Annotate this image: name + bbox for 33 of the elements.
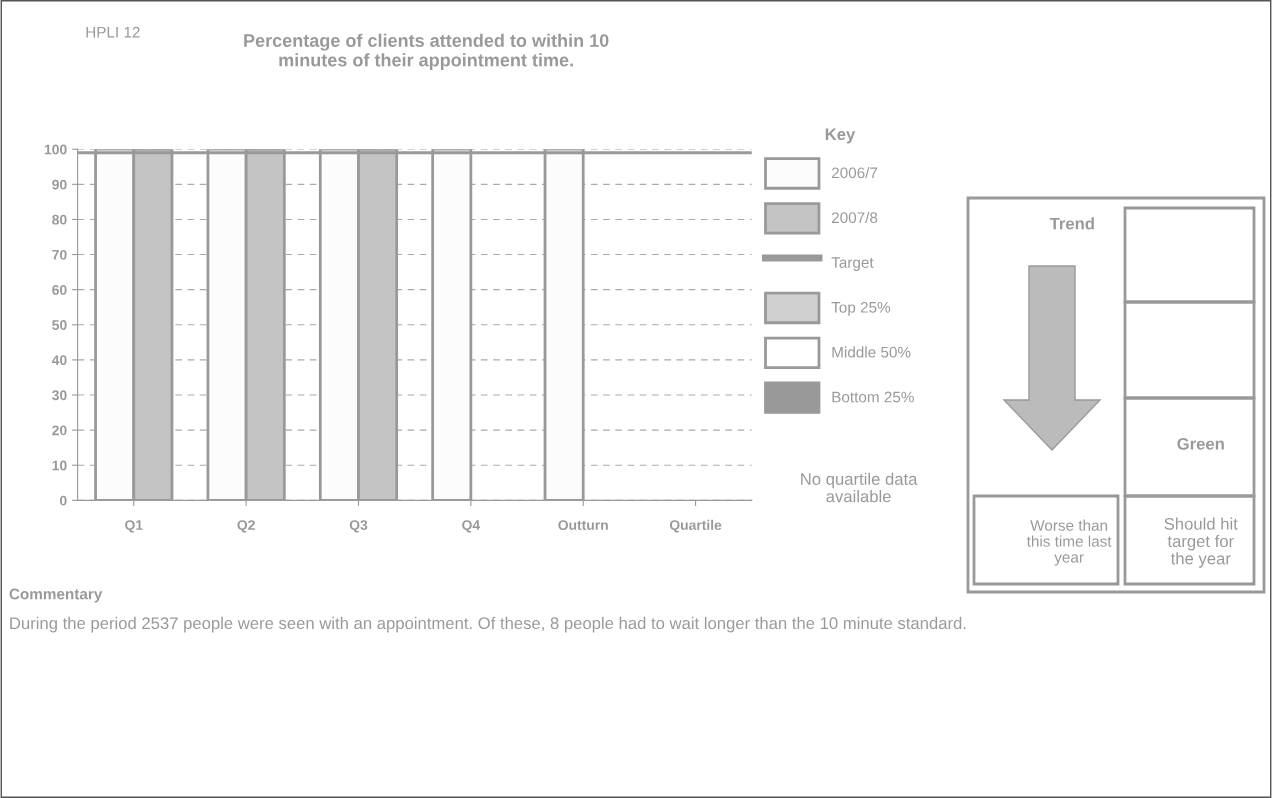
chart-title: Percentage of clients attended to within 10 minutes of their appointment time.: [244, 33, 609, 71]
y-tick-label: 0: [60, 495, 67, 506]
x-tick-label: Q3: [349, 520, 368, 533]
y-tick-label: 10: [52, 460, 67, 471]
x-tick-label: Q4: [462, 520, 481, 533]
y-tick-label: 50: [52, 320, 67, 330]
legend-label: Middle 50%: [832, 346, 911, 358]
y-tick-label: 80: [52, 214, 67, 225]
legend-label: Top 25%: [831, 301, 891, 316]
y-tick-label: 70: [52, 249, 67, 260]
y-tick-label: 20: [52, 425, 67, 436]
legend-label: Bottom 25%: [832, 391, 914, 403]
text: Worse than this time last year: [1026, 519, 1112, 566]
y-tick-label: 40: [51, 355, 67, 366]
text: HPLI 12: [86, 26, 140, 38]
y-tick-label: 30: [52, 390, 67, 401]
x-tick-label: Quartile: [669, 519, 722, 533]
x-tick-label: Outturn: [558, 520, 608, 530]
text: Commentary: [9, 588, 103, 603]
y-tick-label: 90: [52, 179, 67, 190]
legend-label: Target: [831, 257, 874, 271]
x-tick-label: Q1: [125, 520, 143, 533]
text: No quartile data available: [801, 472, 918, 503]
y-tick-label: 60: [52, 285, 67, 295]
y-tick-label: 100: [44, 144, 67, 155]
text: During the period 2537 people were seen with an appointment. Of these, 8 people had to wait longer than the 10 minute standard.: [10, 616, 966, 633]
text: Green: [1177, 437, 1224, 450]
text: Trend: [1049, 217, 1094, 230]
legend-label: 2006/7: [831, 167, 878, 179]
legend-label: 2007/8: [831, 211, 878, 224]
text: Should hit target for the year: [1164, 517, 1238, 568]
x-tick-label: Q2: [237, 520, 255, 533]
legend-title: Key: [825, 128, 856, 144]
